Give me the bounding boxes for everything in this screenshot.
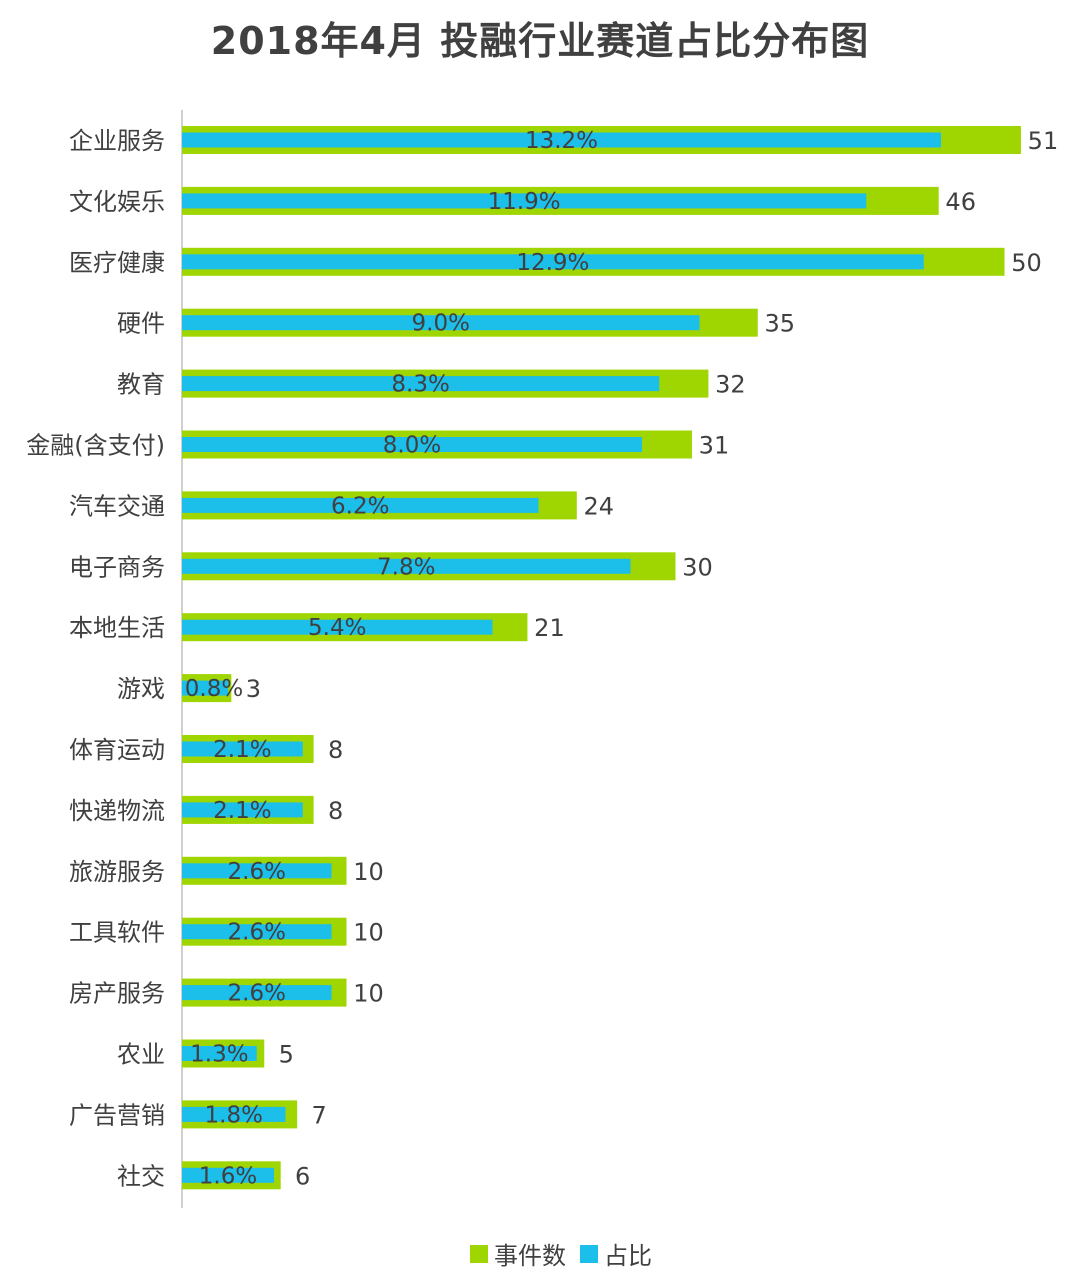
events-data-label: 8 <box>328 736 343 764</box>
events-data-label: 3 <box>246 675 261 703</box>
share-data-label: 1.6% <box>199 1163 257 1189</box>
events-data-label: 5 <box>279 1041 294 1069</box>
category-label: 房产服务 <box>69 980 165 1008</box>
category-label: 医疗健康 <box>69 249 165 277</box>
events-data-label: 46 <box>945 188 976 216</box>
category-label: 社交 <box>117 1162 165 1190</box>
category-label: 体育运动 <box>69 736 165 764</box>
share-bar <box>182 619 493 635</box>
events-data-label: 50 <box>1011 249 1042 277</box>
share-bar <box>182 1046 257 1061</box>
events-data-label: 10 <box>353 980 384 1008</box>
legend-item-events: 事件数 <box>470 1236 566 1271</box>
chart-title: 2018年4月 投融行业赛道占比分布图 <box>210 19 870 63</box>
share-bar <box>182 802 303 818</box>
category-label: 文化娱乐 <box>69 188 165 216</box>
events-data-label: 21 <box>534 614 565 642</box>
events-data-label: 35 <box>764 310 795 338</box>
share-data-label: 11.9% <box>488 189 561 215</box>
events-data-label: 30 <box>682 553 713 581</box>
category-label: 硬件 <box>117 310 165 338</box>
events-data-label: 10 <box>353 858 384 886</box>
category-label: 广告营销 <box>69 1101 165 1129</box>
category-label: 金融(含支付) <box>26 432 165 460</box>
share-data-label: 1.3% <box>190 1042 248 1068</box>
category-label: 本地生活 <box>69 614 165 642</box>
events-data-label: 8 <box>328 797 343 825</box>
category-label: 汽车交通 <box>69 492 165 520</box>
legend-swatch-share <box>580 1244 598 1263</box>
share-data-label: 7.8% <box>377 554 435 580</box>
share-data-label: 2.1% <box>213 737 271 763</box>
share-data-label: 2.6% <box>228 859 286 885</box>
share-bar <box>182 863 332 879</box>
share-bar <box>182 1167 274 1183</box>
share-bar <box>182 985 332 1001</box>
share-data-label: 0.8% <box>185 676 243 702</box>
category-label: 快递物流 <box>69 797 165 825</box>
events-data-label: 31 <box>699 432 730 460</box>
share-bar <box>182 741 303 757</box>
share-data-label: 9.0% <box>412 311 470 337</box>
category-label: 工具软件 <box>69 919 165 947</box>
category-label: 旅游服务 <box>69 858 165 886</box>
share-bar <box>182 315 700 331</box>
category-label: 企业服务 <box>69 127 165 155</box>
events-data-label: 7 <box>312 1101 327 1129</box>
category-label: 电子商务 <box>69 553 165 581</box>
legend-item-share: 占比 <box>580 1236 652 1271</box>
events-data-label: 6 <box>295 1162 310 1190</box>
share-bar <box>182 376 660 392</box>
share-data-label: 6.2% <box>331 493 389 519</box>
legend-label-events: 事件数 <box>494 1242 566 1270</box>
events-data-label: 24 <box>584 492 615 520</box>
share-bar <box>182 254 924 270</box>
share-data-label: 2.1% <box>213 798 271 824</box>
legend: 事件数 占比 <box>470 1236 666 1271</box>
share-bar <box>182 558 631 574</box>
share-data-label: 5.4% <box>308 615 366 641</box>
category-label: 游戏 <box>117 675 165 703</box>
share-bar <box>182 1106 286 1122</box>
share-bar <box>182 497 539 513</box>
share-data-label: 8.0% <box>383 433 441 459</box>
events-data-label: 10 <box>353 919 384 947</box>
share-data-label: 8.3% <box>391 372 449 398</box>
share-data-label: 2.6% <box>228 920 286 946</box>
category-label: 农业 <box>117 1041 165 1069</box>
share-data-label: 12.9% <box>516 250 589 276</box>
share-data-label: 13.2% <box>525 128 598 154</box>
share-bar <box>182 193 867 209</box>
share-bar <box>182 437 642 452</box>
share-data-label: 2.6% <box>228 981 286 1007</box>
category-label: 教育 <box>117 371 165 399</box>
share-bar <box>182 680 228 696</box>
events-data-label: 32 <box>715 371 746 399</box>
share-data-label: 1.8% <box>205 1102 263 1128</box>
legend-label-share: 占比 <box>604 1242 652 1270</box>
share-bar <box>182 924 332 940</box>
legend-swatch-events <box>470 1244 488 1263</box>
share-bar <box>182 132 941 148</box>
events-data-label: 51 <box>1028 127 1059 155</box>
